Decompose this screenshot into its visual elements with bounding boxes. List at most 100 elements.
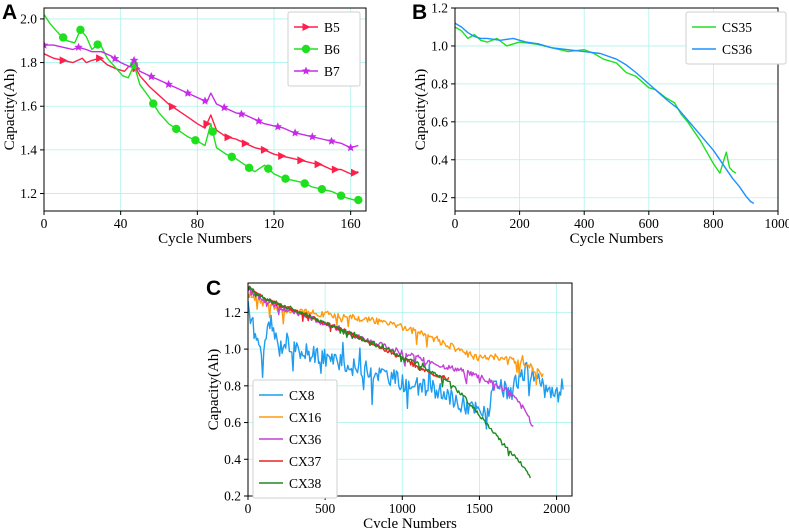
panel-a-ytick-label: 1.2 [20, 186, 37, 201]
panel-a: A 0 40 80 120 160 1.2 1.4 1.6 1.8 2.0 Cycle Number… [2, 1, 367, 247]
series-b6-marker [227, 152, 237, 162]
panel-b-ytick-label: 1.0 [431, 38, 448, 53]
panel-a-plot-area [44, 14, 363, 205]
series-b6-marker [336, 191, 346, 200]
panel-b-letter: B [412, 1, 427, 24]
panel-a-xtick-label: 0 [41, 216, 48, 231]
series-b5-marker [260, 145, 269, 154]
series-b5-marker [168, 102, 177, 111]
series-b6-marker [172, 124, 181, 134]
series-cx38-line [248, 286, 531, 479]
panel-b-xtick-label: 1000 [765, 216, 789, 231]
series-b6-marker [300, 179, 309, 188]
legend-cx38-label: CX38 [289, 476, 322, 491]
panel-c-ytick-label: 0.4 [224, 452, 241, 467]
series-b7-marker [254, 116, 263, 125]
series-b6-marker [76, 25, 85, 35]
panel-c-xtick-label: 0 [245, 501, 252, 516]
panel-c-plot-area [248, 285, 564, 479]
panel-a-legend: B5 B6 B7 [287, 11, 361, 87]
panel-b-ytick-label: 0.4 [431, 152, 448, 167]
panel-a-xtick-label: 160 [341, 216, 362, 231]
series-b6-marker [93, 40, 102, 49]
panel-a-ytick-label: 2.0 [20, 11, 37, 26]
legend-cx36-label: CX36 [289, 432, 322, 447]
panel-c-xtick-label: 500 [315, 501, 336, 516]
legend-cx37-label: CX37 [289, 454, 322, 469]
panel-c-ytick-label: 0.2 [224, 489, 241, 504]
panel-b-legend-box [685, 11, 787, 65]
legend-cx8-label: CX8 [289, 388, 315, 403]
legend-b5-label: B5 [324, 20, 340, 35]
panel-b-frame [454, 7, 779, 212]
series-b7-marker [327, 136, 336, 145]
panel-a-ytick-label: 1.4 [20, 142, 37, 157]
panel-b-ytick-label: 0.8 [431, 76, 448, 91]
series-b6-marker [354, 195, 363, 205]
series-b5-marker [203, 119, 212, 128]
series-cx16-line [248, 291, 544, 386]
series-cs35-line [455, 26, 737, 174]
series-b5-marker [224, 133, 233, 142]
panel-a-ytick-label: 1.8 [20, 55, 37, 70]
series-b6-marker [208, 127, 217, 136]
panel-b-xtick-label: 200 [509, 216, 530, 231]
legend-b5-marker [302, 23, 311, 31]
series-b5-marker [314, 160, 323, 169]
panel-a-frame [43, 7, 367, 212]
legend-cs36-label: CS36 [722, 42, 752, 57]
series-b7-marker [290, 128, 300, 137]
panel-b-xlabel: Cycle Numbers [570, 231, 664, 247]
panel-c-xtick-label: 2000 [543, 501, 570, 516]
panel-c-ylabel: Capacity(Ah) [206, 349, 222, 431]
legend-cs35-label: CS35 [722, 20, 752, 35]
panel-a-ylabel: Capacity(Ah) [2, 69, 18, 151]
panel-a-xtick-label: 120 [264, 216, 285, 231]
panel-b-ylabel: Capacity(Ah) [413, 69, 429, 151]
series-b7-marker [183, 88, 192, 97]
legend-b6-label: B6 [324, 42, 340, 57]
series-b7-line [44, 44, 359, 149]
series-b6-marker [281, 174, 290, 183]
panel-c-ytick-label: 1.2 [224, 305, 241, 320]
panel-c: C 0 500 1000 1500 2000 0.2 0.4 0.6 0.8 1.0 1.2 Cycl… [206, 277, 573, 528]
series-b5-marker [331, 165, 340, 174]
panel-b: B 0 200 400 600 800 1000 0.2 0.4 0.6 0.8 1.0 1.2 Cyc… [412, 1, 789, 248]
panel-c-frame [247, 282, 573, 497]
series-b7-marker [147, 72, 156, 81]
series-b7-marker [164, 79, 173, 88]
series-b6-marker [317, 184, 327, 194]
series-b7-marker [44, 40, 49, 49]
panel-b-xtick-label: 400 [574, 216, 595, 231]
series-b7-marker [308, 132, 317, 141]
series-b7-marker [346, 143, 355, 152]
series-b6-marker [149, 99, 158, 108]
panel-b-ytick-label: 1.2 [431, 1, 448, 16]
legend-b6-marker [301, 44, 311, 54]
series-b5-marker [297, 156, 306, 165]
series-b6-marker [58, 33, 68, 42]
series-b7-marker [219, 103, 229, 112]
panel-b-xtick-label: 0 [452, 216, 459, 231]
panel-a-ytick-label: 1.6 [20, 99, 37, 114]
series-b6-marker [191, 136, 200, 145]
panel-c-xlabel: Cycle Numbers [363, 516, 457, 528]
panel-c-letter: C [206, 277, 221, 300]
panel-a-xtick-label: 40 [114, 216, 128, 231]
panel-b-ytick-label: 0.6 [431, 114, 448, 129]
series-b5-marker [241, 139, 250, 148]
series-b7-marker [273, 122, 283, 131]
panel-c-xtick-label: 1000 [389, 501, 416, 516]
panel-b-ytick-label: 0.2 [431, 190, 448, 205]
panel-b-xtick-label: 800 [703, 216, 724, 231]
panel-a-xtick-label: 80 [191, 216, 205, 231]
panel-c-legend: CX8 CX16 CX36 CX37 CX38 [252, 379, 338, 499]
panel-b-plot-area [455, 22, 755, 205]
series-b6-marker [264, 164, 273, 173]
panel-b-xtick-label: 600 [639, 216, 660, 231]
series-cx8-line [248, 300, 564, 430]
series-b5-marker [96, 54, 105, 63]
legend-cx16-label: CX16 [289, 410, 322, 425]
panel-b-legend: CS35 CS36 [685, 11, 787, 65]
